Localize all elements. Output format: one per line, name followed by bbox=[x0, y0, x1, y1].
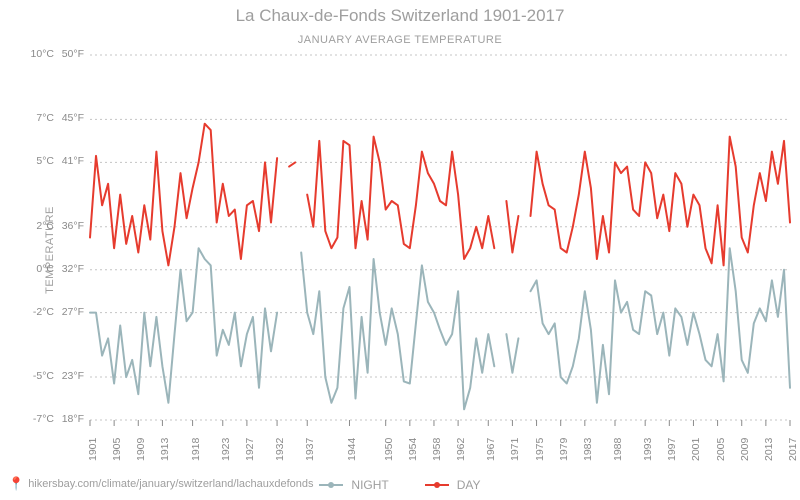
x-tick: 1932 bbox=[274, 438, 286, 461]
x-tick: 1950 bbox=[383, 438, 395, 461]
y-tick-c: 7°C bbox=[36, 112, 54, 124]
y-tick-f: 45°F bbox=[62, 112, 84, 124]
y-tick-c: 2°C bbox=[36, 220, 54, 232]
x-tick: 1937 bbox=[304, 438, 316, 461]
legend-day-line bbox=[425, 484, 449, 486]
y-tick-c: -7°C bbox=[33, 413, 54, 425]
y-tick-c: -2°C bbox=[33, 306, 54, 318]
x-tick: 1971 bbox=[509, 438, 521, 461]
pin-icon: 📍 bbox=[8, 476, 24, 492]
x-tick: 1979 bbox=[558, 438, 570, 461]
chart-plot bbox=[0, 0, 800, 500]
y-tick-f: 32°F bbox=[62, 263, 84, 275]
x-tick: 2009 bbox=[739, 438, 751, 461]
y-tick-f: 36°F bbox=[62, 220, 84, 232]
attribution-text: hikersbay.com/climate/january/switzerlan… bbox=[28, 478, 313, 490]
y-tick-f: 23°F bbox=[62, 370, 84, 382]
legend-night-line bbox=[319, 484, 343, 486]
legend-night: NIGHT bbox=[319, 478, 388, 492]
legend-night-label: NIGHT bbox=[351, 478, 388, 492]
x-tick: 2013 bbox=[763, 438, 775, 461]
x-tick: 1988 bbox=[612, 438, 624, 461]
x-tick: 1997 bbox=[666, 438, 678, 461]
legend-night-dot bbox=[328, 482, 334, 488]
y-tick-c: 10°C bbox=[31, 48, 54, 60]
x-tick: 1993 bbox=[642, 438, 654, 461]
y-tick-f: 18°F bbox=[62, 413, 84, 425]
x-tick: 1901 bbox=[87, 438, 99, 461]
x-tick: 2017 bbox=[787, 438, 799, 461]
x-tick: 1909 bbox=[135, 438, 147, 461]
x-tick: 1918 bbox=[190, 438, 202, 461]
legend-day-label: DAY bbox=[457, 478, 481, 492]
y-tick-c: -5°C bbox=[33, 370, 54, 382]
x-tick: 1962 bbox=[455, 438, 467, 461]
legend-day: DAY bbox=[425, 478, 481, 492]
x-tick: 2001 bbox=[690, 438, 702, 461]
x-tick: 1913 bbox=[159, 438, 171, 461]
x-tick: 1975 bbox=[534, 438, 546, 461]
y-tick-f: 41°F bbox=[62, 155, 84, 167]
x-tick: 1927 bbox=[244, 438, 256, 461]
legend-day-dot bbox=[434, 482, 440, 488]
x-tick: 1967 bbox=[485, 438, 497, 461]
chart-container: La Chaux-de-Fonds Switzerland 1901-2017 … bbox=[0, 0, 800, 500]
x-tick: 1983 bbox=[582, 438, 594, 461]
x-tick: 1954 bbox=[407, 438, 419, 461]
y-tick-f: 27°F bbox=[62, 306, 84, 318]
y-tick-c: 5°C bbox=[36, 155, 54, 167]
y-tick-f: 50°F bbox=[62, 48, 84, 60]
x-tick: 2005 bbox=[715, 438, 727, 461]
x-tick: 1944 bbox=[346, 438, 358, 461]
attribution: 📍 hikersbay.com/climate/january/switzerl… bbox=[8, 476, 314, 492]
x-tick: 1905 bbox=[111, 438, 123, 461]
x-tick: 1923 bbox=[220, 438, 232, 461]
y-tick-c: 0°C bbox=[36, 263, 54, 275]
x-tick: 1958 bbox=[431, 438, 443, 461]
